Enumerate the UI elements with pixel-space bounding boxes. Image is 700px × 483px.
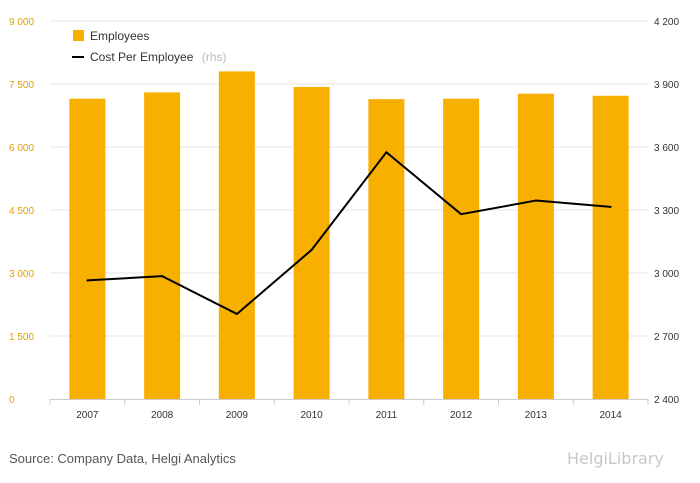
y-left-tick-label: 6 000 — [9, 143, 34, 154]
y-right-tick-label: 4 200 — [654, 17, 679, 28]
x-tick-label: 2012 — [450, 410, 473, 421]
point-cost-per-employee — [534, 199, 537, 202]
bar-employees — [443, 98, 480, 399]
y-right-tick-label: 3 600 — [654, 143, 679, 154]
x-tick-label: 2014 — [600, 410, 623, 421]
gridlines — [50, 20, 648, 337]
bar-employees — [293, 86, 330, 399]
x-tick-label: 2008 — [151, 410, 174, 421]
chart-svg: 0 1 500 3 000 4 500 6 000 7 500 9 000 2 400 2 70… — [9, 17, 679, 421]
x-tick-label: 2013 — [525, 410, 548, 421]
bar-employees — [144, 92, 181, 400]
legend-cost-label: Cost Per Employee (rhs) — [90, 48, 227, 65]
x-tick-label: 2007 — [76, 410, 99, 421]
source-note: Source: Company Data, Helgi Analytics — [9, 451, 236, 466]
axes: 0 1 500 3 000 4 500 6 000 7 500 9 000 2 400 2 70… — [9, 17, 679, 421]
x-tick-label: 2009 — [226, 410, 249, 421]
y-left-tick-label: 7 500 — [9, 80, 34, 91]
legend-employees-swatch — [73, 30, 84, 41]
point-cost-per-employee — [385, 151, 388, 154]
y-right-tick-label: 3 300 — [654, 206, 679, 217]
point-cost-per-employee — [460, 213, 463, 216]
y-right-tick-label: 3 900 — [654, 80, 679, 91]
y-right-tick-label: 2 700 — [654, 332, 679, 343]
line-cost-per-employee — [87, 151, 611, 315]
legend-employees-label: Employees — [90, 29, 149, 43]
bar-employees — [517, 93, 554, 399]
point-cost-per-employee — [310, 248, 313, 251]
y-left-tick-label: 0 — [9, 395, 15, 406]
legend-cost-suffix: (rhs) — [202, 50, 227, 64]
line-series — [86, 151, 612, 315]
bar-employees — [368, 99, 405, 400]
y-right-tick-label: 3 000 — [654, 269, 679, 280]
point-cost-per-employee — [161, 275, 164, 278]
y-right-tick-label: 2 400 — [654, 395, 679, 406]
x-tick-label: 2010 — [301, 410, 324, 421]
legend: Employees Cost Per Employee (rhs) — [72, 29, 227, 65]
x-tick-label: 2011 — [376, 410, 398, 421]
bar-employees — [218, 71, 255, 400]
helgi-library-logo: HelgiLibrary — [567, 449, 664, 468]
point-cost-per-employee — [609, 205, 612, 208]
y-left-tick-label: 9 000 — [9, 17, 34, 28]
point-cost-per-employee — [235, 312, 238, 315]
bars — [69, 71, 629, 400]
bar-employees — [69, 98, 106, 399]
y-left-tick-label: 1 500 — [9, 332, 34, 343]
legend-cost-name: Cost Per Employee — [90, 50, 194, 64]
y-left-tick-label: 3 000 — [9, 269, 34, 280]
y-left-tick-label: 4 500 — [9, 206, 34, 217]
bar-employees — [592, 95, 629, 399]
point-cost-per-employee — [86, 279, 89, 282]
